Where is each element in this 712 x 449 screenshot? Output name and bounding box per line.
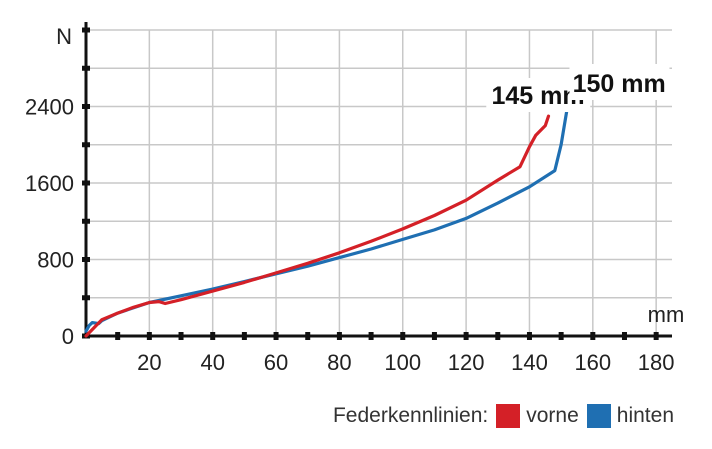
x-tick-label-80: 80 [327, 350, 351, 375]
x-tick-mark-100 [400, 332, 406, 340]
callout-bg-hinten [569, 64, 670, 100]
series-line-vorne [84, 114, 551, 338]
y-tick-label-0: 0 [62, 324, 74, 349]
x-tick-mark-180 [653, 332, 659, 340]
y-tick-label-1600: 1600 [25, 171, 74, 196]
y-tick-mark-2400 [82, 104, 90, 109]
y-tick-mark-2000 [82, 142, 90, 148]
x-tick-mark-50 [241, 332, 247, 340]
x-tick-mark-90 [368, 332, 374, 340]
y-tick-label-2400: 2400 [25, 95, 74, 120]
legend-label-vorne: vorne [526, 404, 579, 427]
axes [82, 22, 672, 340]
y-tick-mark-800 [82, 257, 90, 262]
y-tick-mark-400 [82, 295, 90, 301]
y-axis-label: N [56, 24, 72, 49]
x-tick-label-180: 180 [638, 350, 675, 375]
x-tick-label-20: 20 [137, 350, 161, 375]
x-tick-mark-60 [273, 332, 279, 340]
x-tick-mark-110 [431, 332, 437, 340]
x-axis-label: mm [648, 302, 685, 327]
x-tick-mark-80 [336, 332, 342, 340]
legend-swatch-vorne [496, 404, 521, 428]
y-tick-mark-2800 [82, 65, 90, 71]
x-tick-label-40: 40 [200, 350, 224, 375]
x-tick-mark-160 [590, 332, 596, 340]
legend-title: Federkennlinien: [332, 404, 489, 427]
legend-swatch-hinten [586, 404, 611, 428]
x-tick-mark-150 [558, 332, 564, 340]
series-lines [84, 104, 570, 338]
x-tick-mark-30 [178, 332, 184, 340]
x-tick-mark-70 [305, 332, 311, 340]
x-tick-mark-10 [115, 332, 121, 340]
callout-hinten: 150 mm [573, 70, 666, 98]
callout-vorne: 145 mm [491, 82, 584, 110]
x-tick-mark-130 [495, 332, 501, 340]
x-tick-label-120: 120 [448, 350, 485, 375]
x-tick-mark-20 [146, 332, 152, 340]
grid [86, 29, 672, 336]
x-tick-mark-170 [621, 332, 627, 340]
y-tick-mark-3200 [82, 27, 90, 33]
x-tick-mark-120 [463, 332, 469, 340]
y-tick-mark-1200 [82, 218, 90, 224]
x-tick-label-60: 60 [264, 350, 288, 375]
axis-labels: 20 40 60 80 100 120 140 160 180 0 800 1600 2400 Nmm [25, 24, 684, 375]
x-tick-label-160: 160 [574, 350, 611, 375]
x-tick-mark-40 [210, 332, 216, 340]
x-tick-label-140: 140 [511, 350, 548, 375]
y-tick-label-800: 800 [37, 248, 74, 273]
y-tick-mark-1600 [82, 180, 90, 186]
legend: Federkennlinien: vorne hinten [333, 404, 674, 428]
legend-label-hinten: hinten [616, 404, 674, 427]
x-tick-mark-140 [526, 332, 532, 340]
x-tick-label-100: 100 [384, 350, 421, 375]
